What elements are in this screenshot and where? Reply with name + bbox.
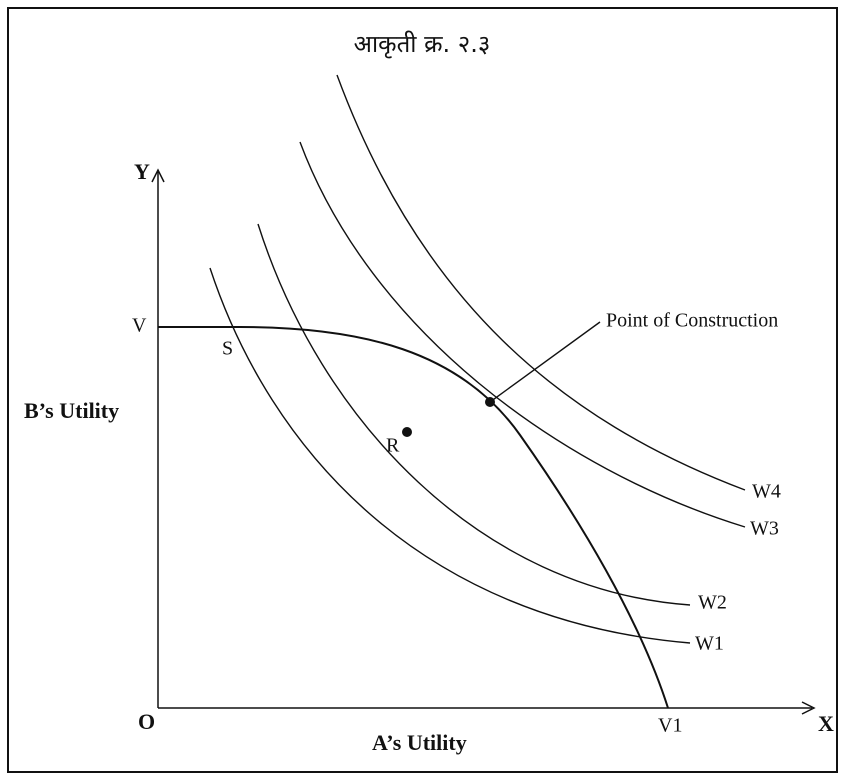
v1-label: V1 (658, 715, 682, 737)
curve-label: W4 (752, 481, 781, 503)
welfare-curve (336, 74, 746, 491)
frame (7, 7, 838, 773)
x-arrow (801, 701, 816, 715)
curve-label: W3 (750, 518, 779, 540)
origin-label: O (138, 709, 155, 734)
welfare-curve (209, 267, 691, 644)
s-label: S (222, 338, 233, 360)
leader-line (489, 321, 601, 403)
v-label: V (132, 315, 147, 337)
point-r (402, 427, 412, 437)
x-label: X (818, 711, 834, 736)
curve-label: W1 (695, 633, 724, 655)
curve-label: W2 (698, 592, 727, 614)
construction-label: Point of Construction (606, 310, 778, 332)
x-title: A’s Utility (372, 730, 467, 755)
y-title: B’s Utility (24, 398, 119, 423)
y-label: Y (134, 159, 150, 184)
y-arrow (151, 168, 165, 183)
title: आकृती क्र. २.३ (354, 30, 491, 59)
welfare-curve (299, 141, 746, 528)
construction-point (485, 397, 495, 407)
r-label: R (386, 435, 400, 457)
utility-frontier (158, 326, 669, 709)
welfare-curve (257, 223, 691, 606)
